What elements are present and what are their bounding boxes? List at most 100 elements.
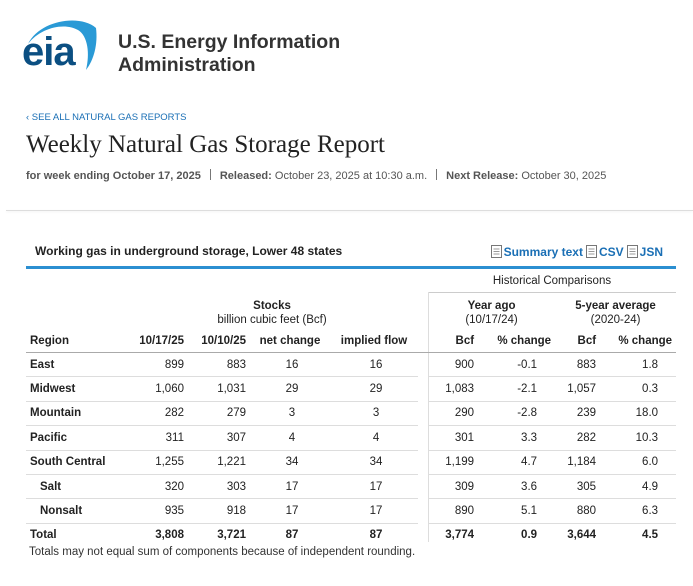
year-ago-date: (10/17/24) — [465, 314, 518, 326]
doc-icon — [490, 245, 502, 258]
value-cell: -2.1 — [478, 376, 556, 402]
value-cell: 3,774 — [445, 529, 475, 542]
value-cell: 309 — [428, 474, 479, 500]
value-cell: 305 — [555, 474, 601, 500]
released-label: Released: — [219, 170, 272, 182]
value-cell: 18.0 — [600, 401, 677, 427]
avg-range: (2020-24) — [590, 314, 641, 326]
logo: eia — [22, 30, 76, 74]
spacer — [418, 330, 429, 353]
region-cell: South Central — [26, 450, 126, 475]
table-row: Nonsalt 935 918 17 17 890 5.1 880 6.3 — [26, 498, 677, 524]
value-cell: 1,031 — [188, 376, 250, 402]
download-link[interactable]: Summary text — [503, 245, 583, 259]
value-cell: 87 — [285, 529, 299, 542]
value-cell: 4.5 — [642, 529, 659, 542]
value-cell: 883 — [188, 352, 250, 378]
value-cell: 6.0 — [600, 450, 677, 475]
value-cell: 890 — [428, 498, 479, 524]
value-cell: 3,644 — [567, 529, 597, 542]
spacer — [418, 523, 428, 547]
value-cell: 311 — [126, 425, 188, 451]
value-cell: 87 — [369, 529, 383, 542]
stocks-unit: billion cubic feet (Bcf) — [217, 314, 327, 326]
column-header: % change — [478, 330, 556, 353]
avg-header: 5-year average (2020-24) — [555, 296, 676, 330]
value-cell: 3,721 — [217, 529, 246, 542]
value-cell: 1,221 — [188, 450, 250, 475]
value-cell: 0.9 — [521, 529, 538, 542]
table-row: Midwest 1,060 1,031 29 29 1,083 -2.1 1,057 0.3 — [26, 376, 677, 402]
value-cell: 918 — [188, 498, 250, 524]
region-cell: Mountain — [26, 401, 126, 427]
value-cell: 1,255 — [126, 450, 188, 475]
value-cell: 34 — [250, 450, 330, 475]
value-cell: 4 — [330, 425, 419, 451]
column-header: Bcf — [555, 330, 601, 353]
storage-table: Stocks billion cubic feet (Bcf) Year ago (… — [26, 296, 677, 547]
value-cell: 29 — [250, 376, 330, 402]
value-cell: 3.6 — [478, 474, 556, 500]
value-cell: 3.3 — [478, 425, 556, 451]
divider — [6, 210, 693, 211]
table-row: South Central 1,255 1,221 34 34 1,199 4.7 1,184… — [26, 450, 677, 475]
value-cell: 5.1 — [478, 498, 556, 524]
spacer — [418, 377, 428, 401]
value-cell: 1,199 — [428, 450, 479, 475]
spacer — [418, 450, 428, 474]
value-cell: 900 — [428, 352, 479, 378]
value-cell: 880 — [555, 498, 601, 524]
historical-header: Historical Comparisons — [428, 271, 676, 293]
stocks-header: Stocks billion cubic feet (Bcf) — [126, 296, 418, 330]
column-header: 10/10/25 — [188, 330, 250, 353]
column-header: implied flow — [330, 330, 419, 353]
value-cell: 4 — [250, 425, 330, 451]
value-cell: 282 — [126, 401, 188, 427]
value-cell: -0.1 — [478, 352, 556, 378]
column-header: Bcf — [428, 330, 479, 353]
value-cell: 239 — [555, 401, 601, 427]
download-link[interactable]: JSN — [639, 245, 663, 259]
value-cell: 935 — [126, 498, 188, 524]
value-cell: 303 — [188, 474, 250, 500]
value-cell: 307 — [188, 425, 250, 451]
value-cell: 279 — [188, 401, 250, 427]
next-label: Next Release: — [446, 170, 519, 182]
value-cell: 4.7 — [478, 450, 556, 475]
value-cell: 3 — [330, 401, 419, 427]
column-header: 10/17/25 — [126, 330, 188, 353]
year-ago-title: Year ago — [467, 300, 516, 312]
region-cell: Total — [30, 529, 57, 542]
value-cell: 3 — [250, 401, 330, 427]
org-line: U.S. Energy Information — [118, 31, 341, 53]
value-cell: 883 — [555, 352, 601, 378]
doc-icon — [585, 245, 597, 258]
org-line: Administration — [118, 54, 256, 76]
value-cell: 290 — [428, 401, 479, 427]
page-title: Weekly Natural Gas Storage Report — [26, 131, 385, 158]
value-cell: 320 — [126, 474, 188, 500]
region-cell: Salt — [26, 474, 126, 500]
next: October 30, 2025 — [521, 170, 607, 182]
value-cell: 17 — [250, 498, 330, 524]
table-row: Pacific 311 307 4 4 301 3.3 282 10.3 — [26, 425, 677, 451]
avg-title: 5-year average — [575, 300, 656, 312]
breadcrumb[interactable]: ‹ SEE ALL NATURAL GAS REPORTS — [26, 112, 187, 123]
region-cell: East — [26, 352, 126, 378]
spacer — [418, 499, 428, 523]
table-row: Total 3,808 3,721 87 87 3,774 0.9 3,644 4.5 — [26, 523, 676, 547]
separator — [209, 169, 211, 180]
value-cell: -2.8 — [478, 401, 556, 427]
footnote: Totals may not equal sum of components b… — [29, 546, 416, 558]
year-ago-header: Year ago (10/17/24) — [428, 296, 555, 330]
value-cell: 10.3 — [600, 425, 677, 451]
value-cell: 1,060 — [126, 376, 188, 402]
value-cell: 6.3 — [600, 498, 677, 524]
value-cell: 16 — [250, 352, 330, 378]
column-header: Region — [26, 330, 126, 353]
table-caption: Working gas in underground storage, Lowe… — [35, 244, 343, 258]
download-link[interactable]: CSV — [598, 245, 624, 259]
value-cell: 1,184 — [555, 450, 601, 475]
doc-icon — [626, 245, 638, 258]
value-cell: 1,083 — [428, 376, 479, 402]
